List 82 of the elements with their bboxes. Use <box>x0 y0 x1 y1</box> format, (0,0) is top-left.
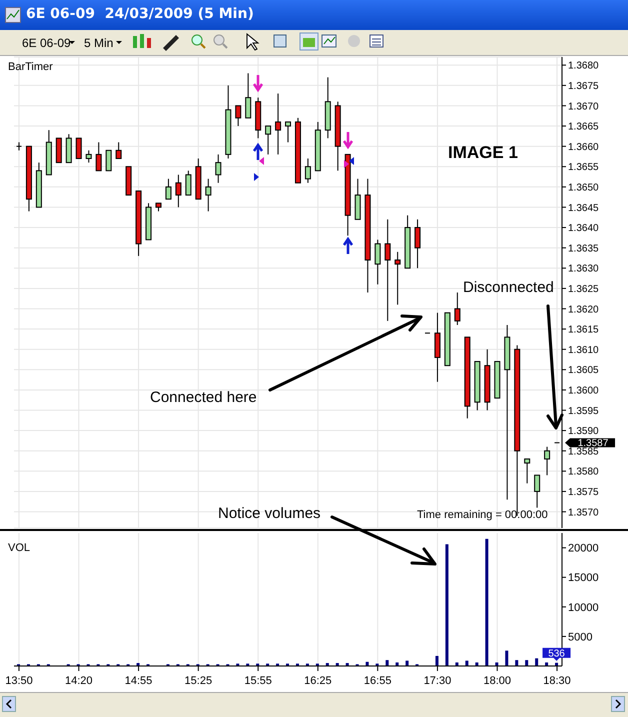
candlestick <box>205 178 212 212</box>
annotation: Time remaining = 00:00:00 <box>417 509 548 521</box>
candlestick <box>235 105 242 127</box>
candlestick <box>76 138 82 160</box>
bar <box>435 656 438 666</box>
annotation: Disconnected <box>463 279 554 296</box>
y-tick-label: 1.3665 <box>568 122 600 133</box>
y-tick-label: 1.3645 <box>568 202 600 214</box>
candlestick <box>96 142 102 172</box>
y-tick-label: 10000 <box>568 602 599 614</box>
candlestick <box>394 251 401 306</box>
bar <box>406 660 409 666</box>
x-tick-label: 18:30 <box>543 675 571 687</box>
y-tick-label: 1.3650 <box>568 182 600 194</box>
bar <box>445 544 448 666</box>
candlestick <box>175 174 182 208</box>
candlestick <box>285 121 292 143</box>
y-tick-label: 1.3625 <box>568 284 600 295</box>
y-tick-label: 1.3660 <box>568 142 600 153</box>
y-tick-label: 1.3655 <box>568 162 600 174</box>
candlestick <box>304 158 311 184</box>
y-tick-label: 1.3610 <box>568 344 600 356</box>
x-tick-label: 18:00 <box>483 675 511 687</box>
y-tick-label: 15000 <box>568 572 599 584</box>
x-tick-label: 16:55 <box>364 675 392 687</box>
annotation: Notice volumes <box>218 505 321 522</box>
text: 6E 06-09 <box>22 36 72 50</box>
y-tick-label: 1.3640 <box>568 223 600 234</box>
candlestick <box>275 93 282 155</box>
annotation: IMAGE 1 <box>448 143 518 162</box>
candlestick <box>86 150 92 164</box>
candlestick <box>185 170 192 196</box>
data-label: 536 <box>548 648 566 660</box>
y-tick-label: 1.3635 <box>568 243 600 254</box>
y-tick-label: 1.3590 <box>568 426 600 438</box>
bar <box>505 650 508 666</box>
x-tick-label: 15:25 <box>184 675 212 687</box>
bar <box>515 660 518 666</box>
bar <box>485 538 488 666</box>
y-tick-label: 1.3670 <box>568 101 600 112</box>
x-tick-label: 15:55 <box>244 675 272 687</box>
candlestick <box>544 446 550 476</box>
candlestick <box>245 72 252 118</box>
bar <box>386 660 389 666</box>
candlestick <box>374 239 381 285</box>
x-tick-label: 13:50 <box>5 675 33 687</box>
x-tick-label: 16:25 <box>304 675 332 687</box>
y-tick-label: 5000 <box>568 631 592 644</box>
bar <box>465 660 468 666</box>
candlestick <box>414 218 421 269</box>
y-tick-label: 1.3680 <box>568 60 600 72</box>
candlestick <box>265 126 272 155</box>
y-tick-label: 1.3575 <box>568 487 600 498</box>
candlestick <box>106 150 112 172</box>
x-tick-label: 14:55 <box>124 675 152 687</box>
y-tick-label: 1.3600 <box>568 386 600 396</box>
y-tick-label: 1.3620 <box>568 304 600 316</box>
x-tick-label: 14:20 <box>65 675 93 687</box>
bar <box>535 658 538 666</box>
annotation: Connected here <box>150 389 257 406</box>
y-tick-label: 1.3570 <box>568 507 600 518</box>
candlestick <box>116 142 122 160</box>
text: 5 Min <box>84 36 114 50</box>
y-tick-label: 1.3585 <box>568 446 600 458</box>
candlestick <box>165 178 172 200</box>
y-tick-label: 1.3630 <box>568 264 600 275</box>
y-tick-label: 1.3605 <box>568 365 600 376</box>
candlestick <box>215 154 222 184</box>
candlestick <box>534 474 540 508</box>
x-tick-label: 17:30 <box>424 675 452 687</box>
chart-title: 6E 06-09 24/03/2009 (5 Min) <box>26 6 254 22</box>
y-tick-label: 1.3675 <box>568 80 600 92</box>
candlestick <box>524 458 530 484</box>
annotation: BarTimer <box>8 61 54 73</box>
y-tick-label: 1.3580 <box>568 466 600 478</box>
bar <box>525 660 528 666</box>
y-tick-label: 1.3615 <box>568 324 600 336</box>
y-tick-label: 20000 <box>568 542 599 555</box>
y-tick-label: 1.3595 <box>568 406 600 417</box>
candlestick <box>384 218 391 322</box>
annotation: VOL <box>8 542 30 554</box>
candlestick <box>454 292 460 326</box>
